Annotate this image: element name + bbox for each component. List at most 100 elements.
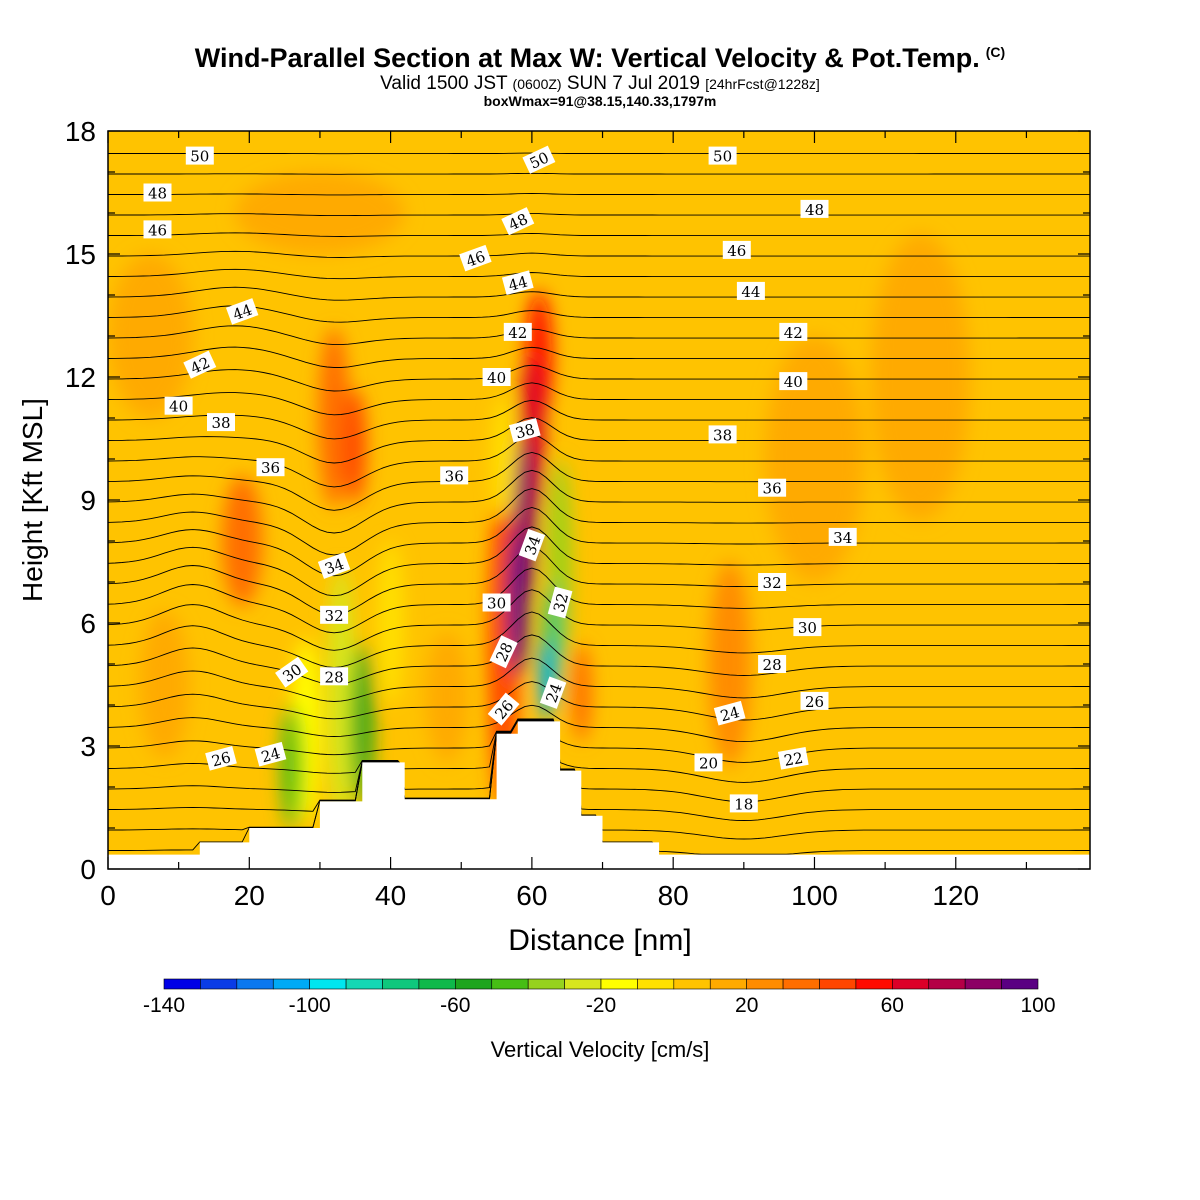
copyright-mark: (C): [985, 44, 1006, 60]
contour-label-box: [487, 692, 520, 726]
contour-label-text: 20: [699, 754, 718, 772]
contour-label-box: [256, 458, 285, 477]
x-tick-label: 20: [234, 880, 265, 911]
contour-label-text: 38: [514, 420, 537, 442]
theta-contour: [108, 567, 1090, 634]
contour-label-box: [708, 146, 737, 165]
colorbar-tick-label: -20: [586, 994, 616, 1017]
theta-contour: [108, 681, 1090, 721]
contour-label: 32: [320, 605, 349, 625]
contour-label-box: [508, 417, 541, 443]
contour-label-box: [254, 741, 287, 767]
theta-contour: [108, 657, 1090, 702]
theta-contour: [108, 250, 1090, 258]
contour-label-text: 26: [805, 693, 824, 711]
velocity-cell: [108, 254, 193, 418]
contour-label: 48: [800, 199, 829, 219]
theta-contour: [108, 152, 1090, 155]
contour-label: 50: [708, 146, 737, 166]
colorbar-label: Vertical Velocity [cm/s]: [491, 1037, 710, 1062]
colorbar-tick-label: 100: [1020, 994, 1055, 1017]
contour-label-text: 48: [148, 185, 167, 203]
contour-label-box: [482, 368, 511, 386]
x-tick-label: 60: [516, 880, 547, 911]
theta-contour: [108, 526, 1090, 597]
colorbar-segment: [964, 978, 1002, 990]
contour-label: 40: [482, 368, 511, 387]
valid-time: Valid 1500 JST: [380, 73, 508, 94]
contour-label-text: 24: [259, 744, 282, 766]
theta-contour: [108, 193, 1090, 196]
contour-label: 48: [143, 183, 172, 203]
velocity-cell: [327, 565, 356, 828]
contour-label: 36: [440, 466, 469, 485]
theta-contour: [108, 704, 1090, 743]
contour-label-box: [143, 183, 172, 202]
contour-label-box: [143, 220, 172, 239]
velocity-cell: [235, 172, 405, 254]
velocity-cell: [281, 705, 303, 828]
colorbar-segment: [673, 978, 711, 990]
colorbar-segment: [200, 978, 238, 990]
chart-title: Wind-Parallel Section at Max W: Vertical…: [0, 43, 1200, 74]
contour-label: 44: [736, 281, 765, 301]
theta-contour: [108, 417, 1090, 464]
colorbar-segment: [345, 978, 383, 990]
contour-label: 30: [482, 593, 511, 613]
x-tick-label: 100: [791, 880, 838, 911]
theta-contour: [108, 232, 1090, 237]
contour-label: 46: [143, 220, 172, 239]
colorbar-segment: [309, 978, 347, 990]
y-tick-label: 15: [65, 239, 96, 270]
contour-label: 26: [800, 691, 829, 711]
contour-label-text: 48: [805, 201, 824, 219]
colorbar-tick-label: -140: [143, 994, 185, 1017]
contour-label-text: 46: [727, 242, 746, 260]
utc-time: (0600Z): [512, 76, 562, 92]
contour-label-box: [713, 700, 746, 726]
contour-label: 34: [828, 527, 857, 547]
contour-label: 22: [777, 747, 809, 770]
contour-label: 42: [503, 322, 532, 342]
contour-label-text: 36: [445, 467, 464, 485]
theta-contour: [108, 286, 1090, 301]
theta-contour: [108, 325, 1090, 346]
contour-label: 26: [205, 745, 237, 771]
x-axis-label: Distance [nm]: [508, 924, 691, 957]
y-tick-label: 9: [80, 485, 96, 516]
contour-label: 18: [729, 794, 758, 813]
velocity-cell: [139, 610, 190, 759]
velocity-cell: [870, 233, 970, 521]
contour-label-box: [482, 593, 511, 612]
y-tick-label: 12: [65, 362, 96, 393]
contour-label-text: 34: [322, 555, 346, 578]
colorbar-segment: [382, 978, 420, 990]
contour-label: 20: [694, 753, 723, 772]
contour-label-text: 32: [763, 574, 782, 592]
colorbar-segment: [163, 978, 201, 990]
contour-label-box: [185, 146, 214, 165]
contour-label-text: 24: [718, 703, 741, 725]
colorbar-segment: [855, 978, 893, 990]
contour-label-text: 28: [325, 668, 344, 686]
velocity-cell: [765, 336, 864, 582]
colorbar-segment: [782, 978, 820, 990]
contour-label: 38: [207, 413, 235, 432]
contour-label: 46: [722, 240, 751, 260]
colorbar-segment: [928, 978, 966, 990]
colorbar-segment: [892, 978, 930, 990]
contour-label-text: 50: [713, 148, 732, 166]
contour-label: 36: [256, 458, 285, 477]
contour-label-text: 46: [464, 247, 488, 270]
contour-label-box: [779, 372, 808, 391]
contour-label-box: [729, 794, 758, 813]
colorbar-segment: [418, 978, 456, 990]
colorbar-tick-label: 60: [881, 994, 904, 1017]
contour-label-box: [518, 528, 546, 562]
contour-label-text: 36: [763, 480, 782, 498]
contour-label-text: 28: [763, 656, 782, 674]
contour-label: 30: [793, 618, 822, 637]
theta-contour: [108, 546, 1090, 616]
velocity-cell: [344, 389, 366, 505]
